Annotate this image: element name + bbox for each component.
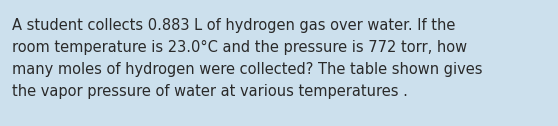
Text: A student collects 0.883 L of hydrogen gas over water. If the: A student collects 0.883 L of hydrogen g…	[12, 18, 455, 33]
Text: many moles of hydrogen were collected? The table shown gives: many moles of hydrogen were collected? T…	[12, 62, 483, 77]
Text: the vapor pressure of water at various temperatures .: the vapor pressure of water at various t…	[12, 84, 408, 99]
Text: room temperature is 23.0°C and the pressure is 772 torr, how: room temperature is 23.0°C and the press…	[12, 40, 467, 55]
